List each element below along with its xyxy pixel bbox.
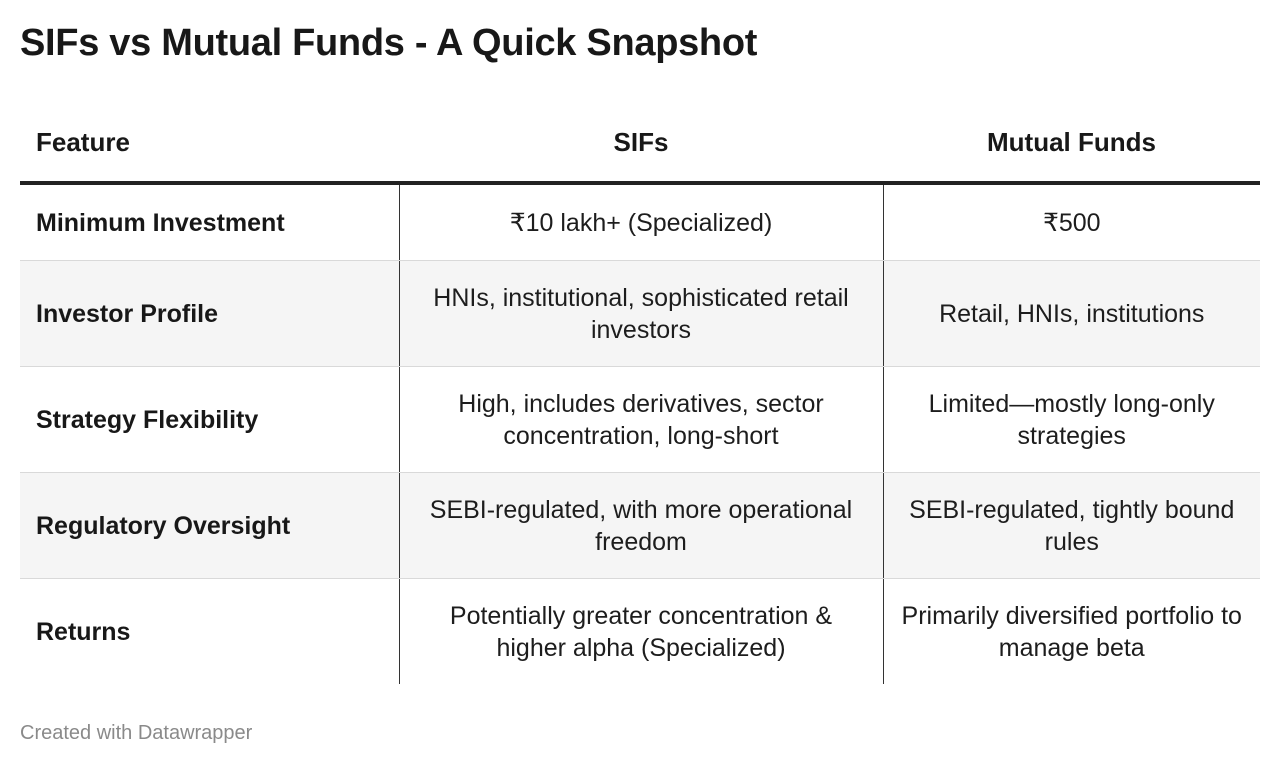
row-mutual-funds-cell: Limited—mostly long-only strategies (883, 366, 1260, 473)
row-feature-cell: Regulatory Oversight (20, 472, 399, 579)
table-row: Minimum Investment ₹10 lakh+ (Specialize… (20, 183, 1260, 261)
page-title: SIFs vs Mutual Funds - A Quick Snapshot (20, 22, 758, 64)
table-row: Regulatory Oversight SEBI-regulated, wit… (20, 472, 1260, 579)
footer-credit: Created with Datawrapper (20, 722, 253, 744)
row-mutual-funds-cell: Primarily diversified portfolio to manag… (901, 601, 1242, 662)
row-sifs-cell: Potentially greater concentration & high… (398, 578, 884, 684)
row-sifs-cell: ₹10 lakh+ (Specialized) (398, 183, 884, 261)
row-mutual-funds-cell: SEBI-regulated, tightly bound rules (883, 472, 1260, 579)
table-row: Strategy Flexibility High, includes deri… (20, 366, 1260, 473)
row-feature-cell: Returns (36, 617, 131, 646)
header-mutual-funds: Mutual Funds (883, 104, 1260, 185)
row-mutual-funds-cell: Retail, HNIs, institutions (883, 260, 1260, 367)
header-feature: Feature (20, 104, 399, 185)
row-sifs-cell: HNIs, institutional, sophisticated retai… (398, 260, 884, 367)
row-feature-cell: Investor Profile (20, 260, 399, 367)
table-header-row: Feature SIFs Mutual Funds (20, 104, 1260, 185)
row-feature-cell: Strategy Flexibility (20, 366, 399, 473)
row-feature-cell: Minimum Investment (20, 183, 399, 261)
header-sifs: SIFs (399, 104, 883, 185)
row-sifs-cell: High, includes derivatives, sector conce… (398, 366, 884, 473)
table-row: Investor Profile HNIs, institutional, so… (20, 260, 1260, 367)
table-row: Returns Potentially greater concentratio… (20, 578, 1260, 684)
row-sifs-cell: SEBI-regulated, with more operational fr… (398, 472, 884, 579)
row-mutual-funds-cell: ₹500 (883, 183, 1260, 261)
comparison-table: Feature SIFs Mutual Funds Minimum Invest… (20, 104, 1260, 684)
